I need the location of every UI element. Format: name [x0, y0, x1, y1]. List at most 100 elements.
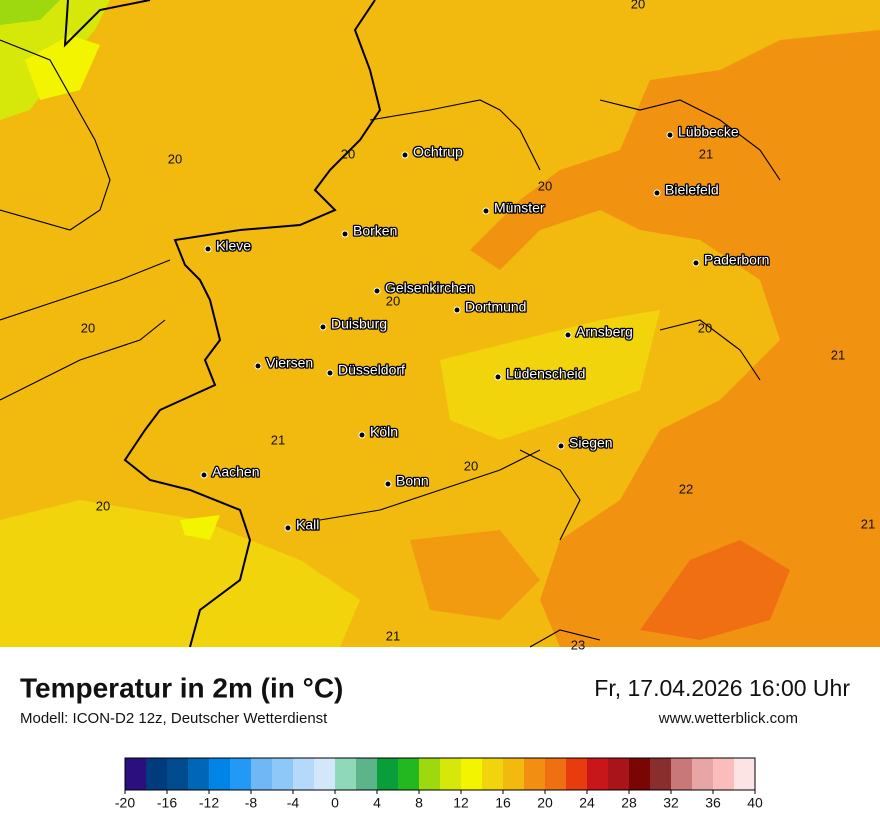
city-dot [200, 471, 208, 479]
contour-label: 20 [81, 320, 95, 335]
contour-label: 21 [699, 146, 713, 161]
city-dot [319, 323, 327, 331]
contour-label: 22 [679, 481, 693, 496]
city-label: Lüdenscheid [506, 366, 585, 382]
city-label: Ochtrup [413, 144, 463, 160]
contour-label: 21 [861, 516, 875, 531]
contour-label: 20 [168, 151, 182, 166]
colorbar-tick-label: 32 [663, 795, 679, 811]
map: Lübbecke Bielefeld Ochtrup Münster Borken Kle… [0, 0, 880, 652]
colorbar-tick-label: 24 [579, 795, 595, 811]
colorbar-swatch [335, 758, 357, 790]
colorbar-tick-label: -12 [199, 795, 219, 811]
city-label: Dortmund [465, 299, 526, 315]
city-dot [666, 131, 674, 139]
colorbar-tick-label: 8 [415, 795, 423, 811]
city-label: Kall [296, 517, 319, 533]
colorbar-swatch [524, 758, 546, 790]
temp-patch [410, 530, 540, 620]
temp-patch [640, 540, 790, 640]
city-label: Siegen [569, 435, 613, 451]
website: www.wetterblick.com [658, 710, 798, 727]
temp-patch [0, 0, 60, 25]
model-info: Modell: ICON-D2 12z, Deutscher Wetterdie… [20, 710, 328, 727]
datetime: Fr, 17.04.2026 16:00 Uhr [594, 675, 850, 701]
map-title: Temperatur in 2m (in °C) [20, 672, 343, 703]
contour-label: 21 [386, 628, 400, 643]
colorbar-swatch [209, 758, 231, 790]
temp-patch [440, 310, 660, 440]
colorbar-frame [124, 757, 756, 791]
city-dot [564, 331, 572, 339]
border [63, 0, 382, 648]
colorbar-swatch [461, 758, 483, 790]
city-dot [326, 369, 334, 377]
colorbar-swatch [440, 758, 462, 790]
city-label: Gelsenkirchen [385, 280, 475, 296]
colorbar-swatch [587, 758, 609, 790]
footer: Temperatur in 2m (in °C) Modell: ICON-D2… [20, 672, 850, 727]
colorbar-swatch [734, 758, 756, 790]
temp-patch [25, 35, 100, 100]
city-label: Bonn [396, 473, 429, 489]
colorbar-tick-label: 12 [453, 795, 469, 811]
colorbar-tick-label: 28 [621, 795, 637, 811]
colorbar-swatch [146, 758, 168, 790]
contour-label: 20 [386, 293, 400, 308]
city-dot [284, 524, 292, 532]
city-label: Duisburg [331, 316, 387, 332]
contour-label: 20 [464, 458, 478, 473]
city-label: Bielefeld [665, 182, 719, 198]
colorbar-swatch [650, 758, 672, 790]
city-label: Paderborn [704, 252, 769, 268]
city-label: Viersen [266, 355, 313, 371]
temp-patch [470, 30, 880, 647]
temp-patch [0, 500, 360, 647]
colorbar-tick-label: 4 [373, 795, 381, 811]
colorbar-tick-label: -8 [245, 795, 258, 811]
city-dot [653, 189, 661, 197]
city-dot [494, 373, 502, 381]
colorbar-tick-label: 36 [705, 795, 721, 811]
city-dot [482, 207, 490, 215]
colorbar-swatch [419, 758, 441, 790]
colorbar-swatch [671, 758, 693, 790]
city-label: Düsseldorf [338, 362, 405, 378]
contour-label: 20 [341, 146, 355, 161]
city-label: Borken [353, 223, 397, 239]
city-label: Lübbecke [678, 124, 739, 140]
colorbar-tick-label: 20 [537, 795, 553, 811]
colorbar-tick-label: 16 [495, 795, 511, 811]
colorbar-tick-label: 40 [747, 795, 763, 811]
colorbar-tick-label: -4 [287, 795, 300, 811]
city-dot [692, 259, 700, 267]
city-dot [557, 442, 565, 450]
colorbar-tick-label: 0 [331, 795, 339, 811]
city-dot [254, 362, 262, 370]
colorbar-swatch [398, 758, 420, 790]
colorbar-swatch [188, 758, 210, 790]
colorbar-swatch [713, 758, 735, 790]
contour-label: 23 [571, 637, 585, 652]
colorbar-swatch [167, 758, 189, 790]
city-dot [204, 245, 212, 253]
colorbar-swatch [356, 758, 378, 790]
city-label: Münster [494, 200, 545, 216]
colorbar-swatch [272, 758, 294, 790]
city-dot [373, 287, 381, 295]
city-label: Köln [370, 424, 398, 440]
colorbar-swatch [377, 758, 399, 790]
contour-label: 20 [96, 498, 110, 513]
colorbar-tick-label: -16 [157, 795, 177, 811]
colorbar-swatch [251, 758, 273, 790]
city-label: Aachen [212, 464, 259, 480]
border [0, 39, 781, 648]
contour-label: 20 [538, 178, 552, 193]
contour-label: 20 [631, 0, 645, 11]
colorbar-swatch [692, 758, 714, 790]
city-label: Arnsberg [576, 324, 633, 340]
colorbar-swatch [629, 758, 651, 790]
contour-label: 20 [698, 320, 712, 335]
colorbar-swatch [608, 758, 630, 790]
